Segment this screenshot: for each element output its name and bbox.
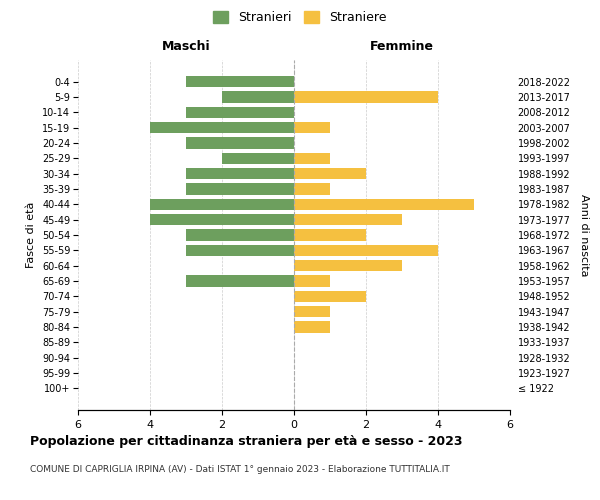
Text: Popolazione per cittadinanza straniera per età e sesso - 2023: Popolazione per cittadinanza straniera p… — [30, 435, 463, 448]
Bar — [294, 152, 330, 164]
Bar — [294, 322, 330, 333]
Bar — [186, 229, 294, 241]
Bar — [186, 76, 294, 88]
Bar — [294, 168, 366, 179]
Legend: Stranieri, Straniere: Stranieri, Straniere — [213, 11, 387, 24]
Bar — [150, 122, 294, 134]
Bar — [222, 152, 294, 164]
Bar — [294, 214, 402, 226]
Bar — [294, 122, 330, 134]
Bar — [294, 276, 330, 287]
Bar — [294, 260, 402, 272]
Bar — [294, 198, 474, 210]
Text: COMUNE DI CAPRIGLIA IRPINA (AV) - Dati ISTAT 1° gennaio 2023 - Elaborazione TUTT: COMUNE DI CAPRIGLIA IRPINA (AV) - Dati I… — [30, 465, 450, 474]
Text: Femmine: Femmine — [370, 40, 434, 53]
Bar — [150, 198, 294, 210]
Bar — [294, 229, 366, 241]
Bar — [186, 137, 294, 148]
Bar — [294, 290, 366, 302]
Bar — [186, 244, 294, 256]
Bar — [294, 91, 438, 102]
Y-axis label: Anni di nascita: Anni di nascita — [579, 194, 589, 276]
Bar — [222, 91, 294, 102]
Bar — [186, 276, 294, 287]
Bar — [186, 106, 294, 118]
Text: Maschi: Maschi — [161, 40, 211, 53]
Bar — [294, 306, 330, 318]
Bar — [150, 214, 294, 226]
Bar — [294, 244, 438, 256]
Y-axis label: Fasce di età: Fasce di età — [26, 202, 37, 268]
Bar — [186, 168, 294, 179]
Bar — [186, 183, 294, 194]
Bar — [294, 183, 330, 194]
